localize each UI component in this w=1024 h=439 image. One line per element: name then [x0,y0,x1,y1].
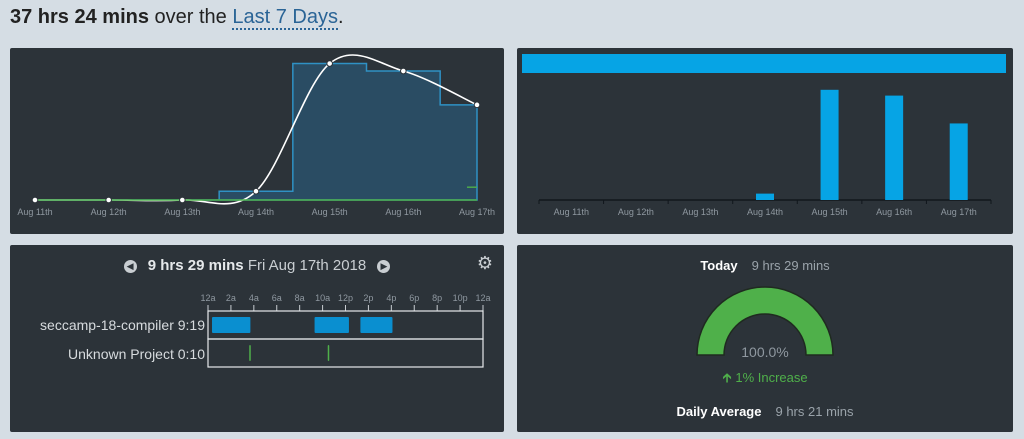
project-label: Unknown Project 0:10 [68,346,205,362]
gear-icon[interactable]: ⚙ [476,253,493,273]
hour-tick-label: 8p [432,293,442,303]
day-duration: 9 hrs 29 mins [147,257,244,274]
increase-text: 1% Increase [735,370,808,385]
x-tick-label: Aug 12th [618,207,654,217]
x-tick-label: Aug 17th [459,207,495,217]
gauge-arc [696,286,834,356]
x-tick-label: Aug 11th [554,207,589,217]
hour-tick-label: 8a [295,293,305,303]
x-tick-label: Aug 13th [164,207,200,217]
x-tick-label: Aug 12th [91,207,127,217]
project-name: Unknown Project [68,346,174,362]
timeline-block [360,317,393,333]
data-point [105,196,112,204]
headline-period: . [337,6,344,28]
project-label: seccamp-18-compiler 9:19 [40,317,205,333]
hour-tick-label: 6p [409,293,419,303]
x-tick-label: Aug 13th [682,207,718,217]
day-navigator: ◀ 9 hrs 29 mins Fri Aug 17th 2018 ▶ [10,257,504,274]
x-tick-label: Aug 11th [17,207,52,217]
x-tick-label: Aug 17th [941,207,977,217]
bar [756,193,774,200]
top-band-bar [522,54,1006,73]
x-tick-label: Aug 15th [312,207,348,217]
x-tick-label: Aug 16th [876,207,912,217]
today-row: Today 9 hrs 29 mins [517,258,1013,273]
daily-area-chart: Aug 11th Aug 12th Aug 13th Aug 14th Aug 15th… [17,54,495,217]
hour-tick-label: 4a [249,293,259,303]
timeline-row [207,338,484,368]
x-tick-label: Aug 16th [385,207,421,217]
hour-tick-label: 4p [386,293,396,303]
hour-tick-label: 2a [226,293,236,303]
timeline-block [314,317,349,333]
total-time: 37 hrs 24 mins [10,6,149,28]
hour-tick-label: 10a [315,293,330,303]
data-point [473,101,481,109]
chevron-left-icon[interactable]: ◀ [123,260,137,273]
timeline-block [212,317,251,333]
x-tick-label: Aug 14th [238,207,274,217]
today-label: Today [700,258,738,273]
daily-average-label: Daily Average [676,404,762,419]
data-point [179,196,186,204]
hour-tick-label: 12p [338,293,353,303]
increase-row: 🡱 1% Increase [517,369,1013,391]
bar [885,95,904,200]
hour-tick-label: 10p [453,293,468,303]
headline: 37 hrs 24 mins over the Last 7 Days. [10,6,344,30]
hour-tick-label: 12a [475,293,490,303]
date-range-link[interactable]: Last 7 Days [232,6,338,30]
data-point [400,67,407,75]
summary-panel: Today 9 hrs 29 mins 100.0% 🡱 1% Increase … [517,245,1013,432]
project-time: 0:10 [177,346,205,362]
daily-average-value: 9 hrs 21 mins [775,404,854,419]
daily-area-chart-panel: Aug 11th Aug 12th Aug 13th Aug 14th Aug 15th… [10,48,504,234]
day-timeline-panel: ◀ 9 hrs 29 mins Fri Aug 17th 2018 ▶ ⚙ se… [10,245,504,432]
bar [820,89,839,200]
daily-bar-chart: Aug 11th Aug 12th Aug 13th Aug 14th Aug 15th… [522,54,1006,217]
timeline-block [249,345,251,361]
data-point [31,196,39,204]
timeline-block [327,345,330,361]
x-tick-label: Aug 15th [812,207,848,217]
hour-tick-label: 12a [200,293,215,303]
gauge-chart [696,286,834,356]
headline-text: over the [148,6,233,28]
project-name: seccamp-18-compiler [40,317,174,333]
gauge-percent: 100.0% [741,344,789,360]
day-date: Fri Aug 17th 2018 [247,257,367,274]
daily-average-row: Daily Average 9 hrs 21 mins [517,404,1013,419]
today-value: 9 hrs 29 mins [751,258,830,273]
x-tick-label: Aug 14th [747,207,783,217]
area-step-series [35,62,478,201]
data-point [326,60,333,67]
daily-bar-chart-panel: Aug 11th Aug 12th Aug 13th Aug 14th Aug 15th… [517,48,1013,234]
timeline-chart: 12a 2a 4a 6a 8a 10a 12p 2p 4p 6p 8p 10p 12a [200,293,491,368]
hour-tick-label: 2p [363,293,373,303]
arrow-up-icon: 🡱 [722,370,732,385]
data-point [252,187,260,195]
hour-tick-label: 6a [272,293,282,303]
bar [949,123,968,200]
chevron-right-icon[interactable]: ▶ [377,260,391,273]
project-time: 9:19 [177,317,205,333]
